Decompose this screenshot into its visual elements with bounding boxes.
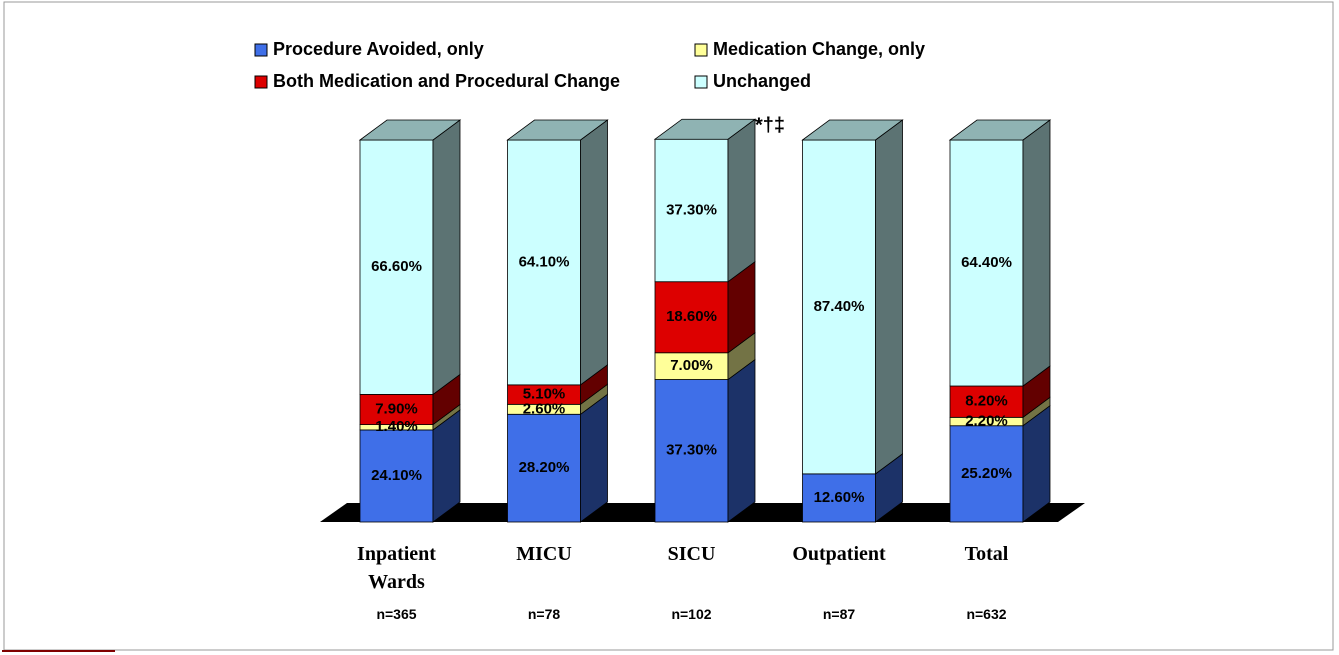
sample-size: n=78	[527, 606, 561, 622]
x-tick-label: Inpatient Wards	[357, 543, 436, 593]
sample-size: n=87	[822, 606, 856, 622]
value-label: 25.20%	[961, 465, 1012, 482]
bar-side	[580, 119, 608, 386]
value-label: 12.60%	[814, 489, 865, 506]
value-label: 37.30%	[666, 442, 717, 459]
bar-segment	[802, 139, 876, 475]
value-label: 1.40%	[375, 418, 418, 435]
value-label: 7.90%	[375, 400, 418, 417]
bar-segment	[654, 281, 729, 354]
legend-label: Both Medication and Procedural Change	[273, 71, 620, 91]
legend-label: Procedure Avoided, only	[273, 39, 484, 59]
value-label: 7.00%	[670, 357, 713, 374]
bar-side	[432, 119, 461, 396]
frame	[3, 1, 1334, 651]
value-label: 8.20%	[965, 393, 1008, 410]
x-tick-label: MICU	[516, 543, 572, 565]
value-label: 87.40%	[814, 298, 865, 315]
legend-swatch	[254, 75, 268, 89]
value-label: 37.30%	[666, 201, 717, 218]
sample-size: n=632	[966, 606, 1007, 622]
value-label: 18.60%	[666, 308, 717, 325]
annotation: *†‡	[755, 114, 785, 136]
sample-size: n=102	[671, 606, 712, 622]
legend-swatch	[694, 43, 708, 57]
bar-side	[875, 119, 903, 475]
value-label: 64.10%	[519, 253, 570, 270]
value-label: 2.20%	[965, 413, 1008, 430]
sample-size: n=365	[376, 606, 417, 622]
bar-segment	[654, 138, 729, 283]
bar-top	[948, 119, 1052, 141]
bar-segment	[949, 425, 1024, 523]
value-label: 5.10%	[523, 386, 566, 403]
value-label: 2.60%	[523, 400, 566, 417]
bar-side	[1022, 119, 1051, 387]
value-label: 64.40%	[961, 254, 1012, 271]
x-tick-label: SICU	[667, 543, 716, 565]
bar-top	[506, 119, 609, 141]
x-tick-label: Outpatient	[792, 543, 886, 565]
value-label: 24.10%	[371, 467, 422, 484]
bar-segment	[359, 429, 434, 523]
bar-side	[580, 393, 608, 523]
legend-label: Medication Change, only	[713, 39, 925, 59]
legend-swatch	[254, 43, 268, 57]
bar-top	[358, 119, 462, 141]
bar-side	[727, 118, 756, 283]
value-label: 66.60%	[371, 258, 422, 275]
legend-label: Unchanged	[713, 71, 811, 91]
bar-top	[653, 118, 757, 140]
bar-segment	[507, 139, 581, 386]
bar-side	[727, 358, 756, 523]
bar-segment	[507, 413, 581, 523]
value-label: 28.20%	[519, 459, 570, 476]
bar-top	[801, 119, 904, 141]
bar-segment	[802, 473, 876, 523]
legend-swatch	[694, 75, 708, 89]
x-tick-label: Total	[964, 543, 1009, 565]
bar-segment	[949, 139, 1024, 387]
bar-segment	[654, 379, 729, 523]
